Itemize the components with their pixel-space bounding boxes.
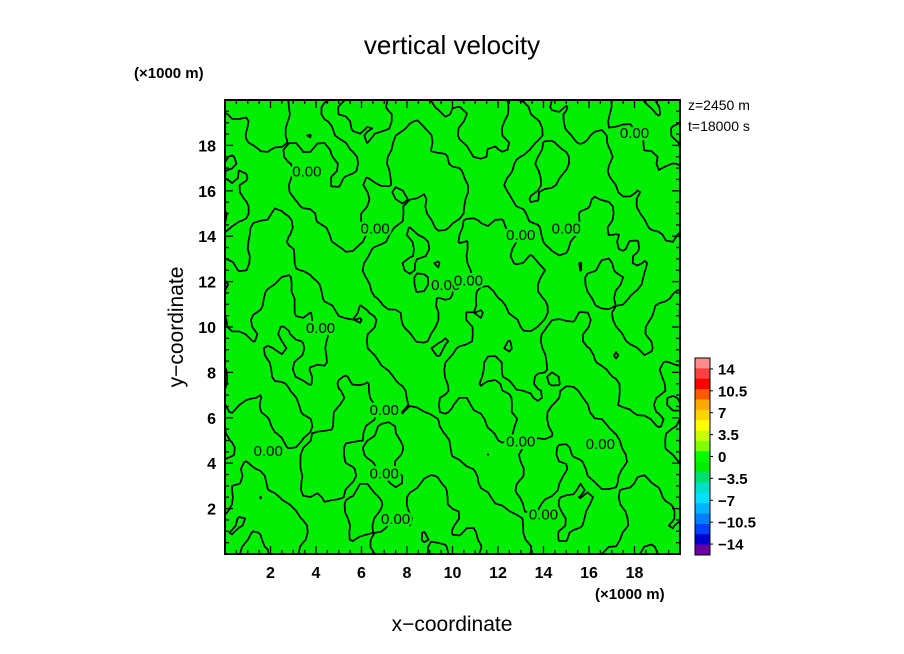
- velocity-field: [225, 100, 680, 554]
- colorbar-swatch: [695, 368, 710, 380]
- contour-label: 0.00: [506, 227, 535, 244]
- contour-label: 0.00: [254, 443, 283, 460]
- x-tick-label: 10: [444, 565, 462, 582]
- x-tick-label: 18: [626, 565, 644, 582]
- x-tick-label: 4: [312, 565, 321, 582]
- colorbar-swatch: [695, 492, 710, 504]
- colorbar-label: 0: [718, 449, 726, 466]
- colorbar-swatch: [695, 430, 710, 442]
- contour-label: 0.00: [506, 434, 535, 451]
- x-tick-label: 8: [403, 565, 412, 582]
- contour-label: 0.00: [306, 320, 335, 337]
- x-tick-label: 2: [266, 565, 275, 582]
- x-tick-label: 14: [535, 565, 553, 582]
- y-axis-ticks: 2 4 6 8 10 12 14 16 18: [198, 110, 680, 544]
- colorbar-swatch: [695, 420, 710, 431]
- contour-label: 0.00: [620, 125, 649, 142]
- contour-label: 0.00: [454, 273, 483, 290]
- colorbar-swatch: [695, 461, 710, 473]
- contour-label: 0.00: [370, 466, 399, 483]
- y-tick-label: 14: [198, 229, 216, 246]
- colorbar-swatch: [695, 389, 710, 400]
- contour-label: 0.00: [586, 436, 615, 453]
- y-tick-label: 8: [207, 365, 216, 382]
- contour-lines: [224, 99, 681, 555]
- contour-zero-level: [224, 99, 681, 555]
- colorbar-swatch: [695, 451, 710, 462]
- y-axis-label: y−coordinate: [165, 267, 188, 388]
- colorbar-swatch: [695, 440, 710, 452]
- colorbar-swatch: [695, 523, 710, 535]
- x-tick-label: 6: [357, 565, 366, 582]
- colorbar-swatch: [695, 409, 710, 421]
- colorbar-swatch: [695, 513, 710, 525]
- x-tick-label: 16: [580, 565, 598, 582]
- contour-labels: 0.000.000.00 0.000.000.000.000.000.000.00…: [251, 123, 651, 531]
- contour-label: 0.00: [552, 220, 581, 237]
- colorbar-label: 7: [718, 405, 726, 422]
- colorbar-swatch: [695, 358, 710, 369]
- y-tick-label: 10: [198, 320, 216, 337]
- colorbar-swatch: [695, 534, 710, 545]
- y-tick-label: 2: [207, 502, 216, 519]
- colorbar: 14 10.5 7 3.5 0 −3.5 −7 −10.5 −14: [694, 357, 756, 556]
- y-tick-label: 6: [207, 411, 216, 428]
- y-tick-label: 4: [207, 456, 216, 473]
- y-unit-label: (×1000 m): [134, 65, 204, 82]
- colorbar-label: 14: [718, 361, 735, 378]
- colorbar-label: −14: [718, 537, 744, 554]
- colorbar-swatch: [695, 503, 710, 514]
- y-tick-label: 18: [198, 138, 216, 155]
- info-z: z=2450 m: [688, 97, 750, 113]
- colorbar-label: −10.5: [718, 515, 756, 532]
- contour-label: 0.00: [431, 277, 460, 294]
- colorbar-swatch: [695, 399, 710, 411]
- chart-title: vertical velocity: [364, 30, 540, 60]
- contour-label: 0.00: [381, 511, 410, 528]
- x-axis-label: x−coordinate: [392, 613, 513, 636]
- colorbar-label: −7: [718, 493, 735, 510]
- colorbar-label: 10.5: [718, 383, 747, 400]
- colorbar-swatch: [695, 482, 710, 494]
- colorbar-label: 3.5: [718, 427, 739, 444]
- colorbar-swatch: [695, 378, 710, 390]
- x-axis-ticks: 2 4 6 8 10 12 14 16 18: [235, 100, 670, 582]
- x-tick-label: 12: [489, 565, 507, 582]
- contour-label: 0.00: [292, 164, 321, 181]
- y-tick-label: 12: [198, 275, 216, 292]
- colorbar-swatch: [695, 472, 710, 483]
- colorbar-swatch: [695, 544, 710, 556]
- colorbar-label: −3.5: [718, 471, 748, 488]
- info-t: t=18000 s: [688, 118, 750, 134]
- contour-label: 0.00: [529, 506, 558, 523]
- contour-label: 0.00: [361, 220, 390, 237]
- x-unit-label: (×1000 m): [595, 586, 665, 603]
- y-tick-label: 16: [198, 184, 216, 201]
- contour-label: 0.00: [370, 402, 399, 419]
